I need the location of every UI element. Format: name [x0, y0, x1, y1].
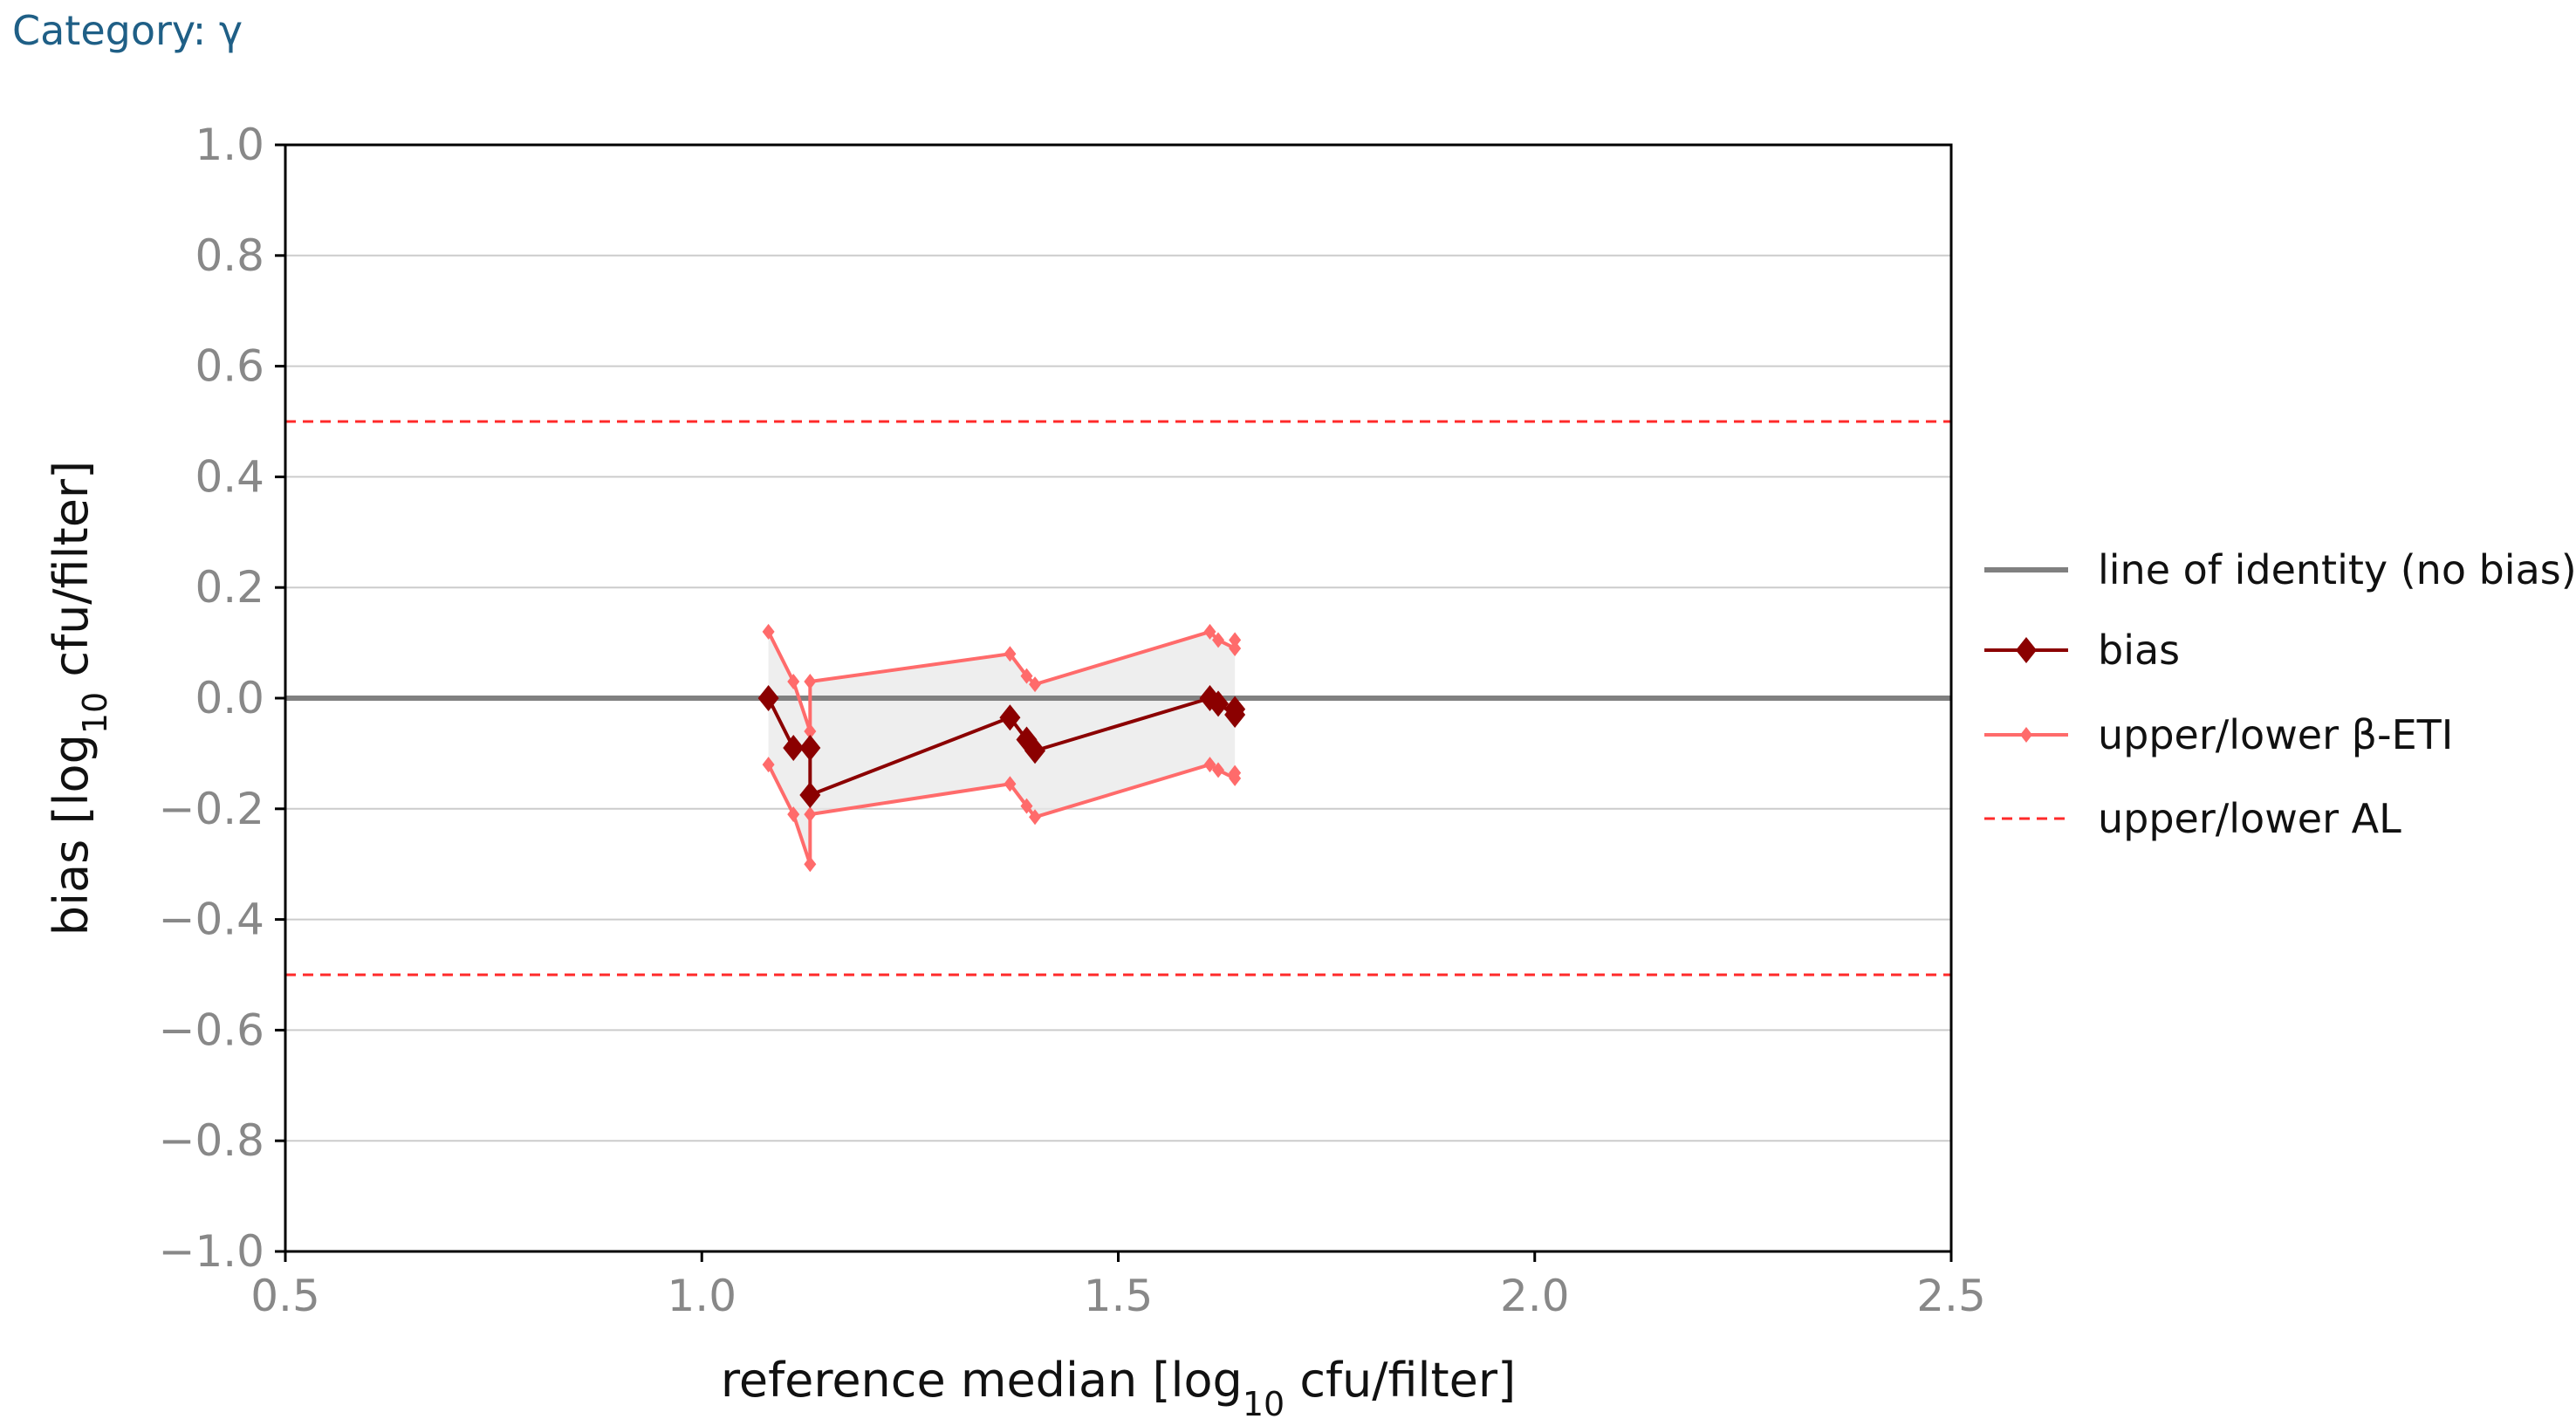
y-tick-label: −1.0 [159, 1226, 264, 1277]
eti-upper-point [1203, 623, 1216, 640]
eti-lower-point [1020, 798, 1033, 814]
eti-lower-point [787, 806, 800, 823]
eti-upper-point [804, 723, 817, 740]
bias-point [1208, 690, 1230, 717]
eti-series [762, 623, 1242, 873]
legend: line of identity (no bias) bias upper/lo… [1984, 546, 2576, 842]
eti-lower-point [804, 856, 817, 873]
y-axis-label-part1: bias [log [44, 734, 99, 936]
y-tick-label: −0.6 [159, 1004, 264, 1055]
eti-upper-point [1229, 632, 1242, 648]
eti-lower-point [1203, 757, 1216, 773]
eti-lower-point [1212, 762, 1225, 778]
legend-label-bias: bias [2098, 627, 2180, 674]
category-label: Category: [12, 7, 207, 54]
x-tick-label: 2.5 [1916, 1271, 1986, 1321]
legend-marker-eti [2020, 727, 2032, 743]
bias-series [757, 685, 1246, 808]
eti-upper-point [762, 623, 775, 640]
bias-point [757, 685, 779, 711]
y-tick-label: 1.0 [195, 120, 264, 170]
x-tick-label: 0.5 [250, 1271, 320, 1321]
legend-item-bias: bias [1984, 627, 2180, 674]
y-axis-label-subscript: 10 [76, 692, 114, 734]
eti-upper-point [1212, 632, 1225, 648]
y-tick-label: −0.8 [159, 1115, 264, 1166]
eti-upper-point [787, 673, 800, 689]
eti-upper-point [1229, 640, 1242, 656]
bias-point [799, 781, 821, 808]
eti-band-fill [768, 631, 1236, 865]
eti-upper-point [1004, 646, 1017, 662]
legend-item-al: upper/lower AL [1984, 795, 2401, 842]
bias-point [1224, 696, 1246, 723]
x-tick-label: 2.0 [1500, 1271, 1570, 1321]
eti-lower-point [762, 757, 775, 773]
y-tick-label: 0.8 [195, 230, 264, 281]
y-tick-label: −0.4 [159, 895, 264, 945]
legend-marker-bias [2016, 637, 2037, 663]
eti-band [768, 631, 1236, 865]
y-tick-label: −0.2 [159, 784, 264, 834]
category-header: Category: γ [12, 7, 243, 54]
legend-item-identity: line of identity (no bias) [1984, 546, 2576, 593]
eti-upper-point [1029, 676, 1042, 693]
legend-item-eti: upper/lower β-ETI [1984, 711, 2453, 758]
eti-lower-point [1229, 764, 1242, 781]
bias-point [799, 735, 821, 762]
x-tick-label: 1.5 [1084, 1271, 1154, 1321]
x-axis-label-part1: reference median [log [721, 1353, 1243, 1408]
legend-label-eti: upper/lower β-ETI [2098, 711, 2453, 758]
bias-point [1024, 737, 1046, 764]
y-tick-label: 0.2 [195, 562, 264, 613]
category-value: γ [218, 7, 243, 54]
acceptance-limits [285, 420, 1951, 977]
y-tick-label: 0.0 [195, 673, 264, 723]
x-axis-label-subscript: 10 [1243, 1385, 1285, 1419]
eti-lower-point [1004, 776, 1017, 792]
y-tick-label: 0.6 [195, 341, 264, 392]
eti-lower-point [1029, 809, 1042, 826]
x-axis-ticks: 0.5 1.0 1.5 2.0 2.5 [250, 1251, 1986, 1321]
bias-point [999, 704, 1021, 731]
y-tick-label: 0.4 [195, 451, 264, 502]
x-axis-label-part2: cfu/filter] [1285, 1353, 1516, 1408]
eti-upper-point [1020, 668, 1033, 684]
eti-upper-point [804, 673, 817, 689]
x-axis-label: reference median [log10 cfu/filter] [721, 1353, 1516, 1419]
y-axis-label-part2: cfu/filter] [44, 461, 99, 692]
legend-label-al: upper/lower AL [2098, 795, 2401, 842]
bias-point [783, 735, 805, 762]
legend-label-identity: line of identity (no bias) [2098, 546, 2576, 593]
eti-lower-point [804, 806, 817, 823]
y-axis-ticks: 1.0 0.8 0.6 0.4 0.2 0.0 −0.2 −0.4 −0.6 −0.8 −1.0 [159, 120, 285, 1277]
x-tick-label: 1.0 [667, 1271, 736, 1321]
y-axis-label: bias [log10 cfu/filter] [44, 461, 114, 936]
